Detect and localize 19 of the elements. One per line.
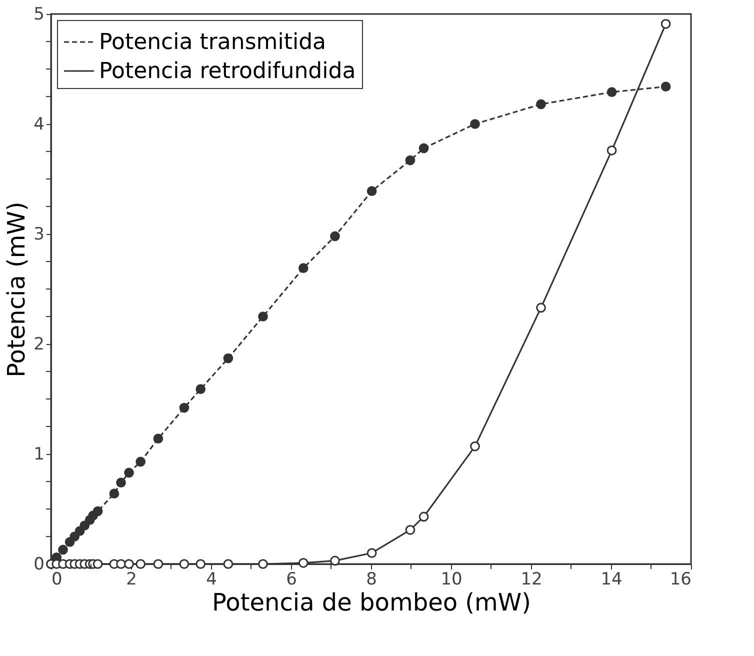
x-tick-label: 2: [126, 570, 137, 590]
x-tick-label: 12: [520, 570, 542, 590]
x-tick-label: 6: [286, 570, 297, 590]
y-axis-title: Potencia (mW): [2, 202, 31, 378]
x-tick-label: 16: [670, 570, 692, 590]
x-tick-label: 8: [366, 570, 377, 590]
x-tick-label: 0: [52, 570, 62, 590]
y-tick-label: 3: [34, 224, 44, 244]
y-tick-label: 1: [34, 444, 44, 464]
y-tick-label: 5: [34, 4, 44, 24]
legend-label: Potencia transmitida: [99, 30, 326, 55]
x-tick-label: 4: [206, 570, 217, 590]
y-tick-label: 2: [34, 334, 44, 354]
x-axis-title: Potencia de bombeo (mW): [212, 588, 531, 616]
legend-label: Potencia retrodifundida: [99, 59, 356, 84]
y-tick-label: 0: [34, 554, 44, 574]
y-tick-label: 4: [34, 114, 44, 134]
x-tick-label: 10: [440, 570, 462, 590]
x-tick-label: 14: [600, 570, 622, 590]
